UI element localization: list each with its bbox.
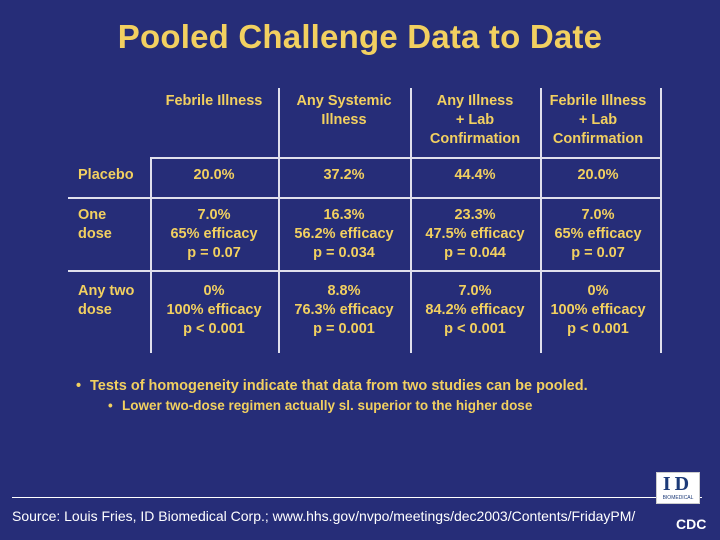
column-header-line: + Lab (455, 112, 495, 128)
table-cell: 37.2% (280, 166, 408, 185)
row-label-line: Placebo (78, 167, 134, 183)
table-cell: 23.3% 47.5% efficacy p = 0.044 (411, 206, 539, 263)
table-cell-line: p = 0.034 (313, 245, 375, 261)
table-cell: 7.0% 65% efficacy p = 0.07 (534, 206, 662, 263)
column-header-line: Febrile Illness (549, 93, 647, 109)
column-header-line: Illness (321, 112, 367, 128)
table-cell-line: 44.4% (454, 167, 496, 183)
table-cell-line: p = 0.044 (444, 245, 506, 261)
slide-title: Pooled Challenge Data to Date (117, 18, 603, 55)
table-cell-line: 7.0% (458, 283, 492, 299)
table-horizontal-line (68, 197, 660, 199)
table-cell-line: p = 0.001 (313, 321, 375, 337)
table-cell-line: 65% efficacy (554, 226, 642, 242)
table-cell-line: 23.3% (454, 207, 496, 223)
id-biomedical-logo: ID BIOMEDICAL (656, 472, 700, 504)
table-cell-line: p < 0.001 (444, 321, 506, 337)
column-header-line: Confirmation (552, 131, 644, 147)
table-cell-line: 20.0% (193, 167, 235, 183)
table-cell-line: 47.5% efficacy (425, 226, 525, 242)
table-cell-line: 100% efficacy (166, 302, 262, 318)
table-cell-line: 84.2% efficacy (425, 302, 525, 318)
column-header-line: Any Systemic (296, 93, 392, 109)
table-cell-line: 0% (587, 283, 609, 299)
cdc-logo: CDC (676, 516, 707, 532)
bullet-main: • Tests of homogeneity indicate that data… (76, 376, 588, 396)
table-cell: 7.0% 65% efficacy p = 0.07 (150, 206, 278, 263)
row-label: One dose (78, 206, 148, 244)
bullet-sub-text: Lower two-dose regimen actually sl. supe… (122, 398, 533, 413)
column-header: Any Systemic Illness (280, 92, 408, 130)
table-cell-line: p < 0.001 (183, 321, 245, 337)
logo-subtitle: BIOMEDICAL (662, 495, 694, 501)
table-vertical-line (278, 88, 280, 353)
table-cell: 8.8% 76.3% efficacy p = 0.001 (280, 282, 408, 339)
table-cell-line: p < 0.001 (567, 321, 629, 337)
table-horizontal-line (68, 270, 660, 272)
footer-rule (12, 497, 702, 498)
table-cell-line: 20.0% (577, 167, 619, 183)
table-cell-line: 37.2% (323, 167, 365, 183)
bullet-sub: • Lower two-dose regimen actually sl. sup… (76, 396, 588, 416)
table-vertical-line (150, 157, 152, 353)
table-cell-line: 7.0% (581, 207, 615, 223)
table-horizontal-line (150, 157, 660, 159)
column-header-line: + Lab (578, 112, 618, 128)
table-cell: 7.0% 84.2% efficacy p < 0.001 (411, 282, 539, 339)
column-header: Any Illness + Lab Confirmation (411, 92, 539, 149)
table-cell-line: 56.2% efficacy (294, 226, 394, 242)
row-label-line: One (78, 207, 107, 223)
bullet-dot-icon: • (108, 398, 113, 413)
table-cell-line: 65% efficacy (170, 226, 258, 242)
table-cell: 20.0% (534, 166, 662, 185)
row-label-line: dose (78, 302, 112, 318)
table-cell: 16.3% 56.2% efficacy p = 0.034 (280, 206, 408, 263)
table-cell-line: 8.8% (327, 283, 361, 299)
column-header-line: Any Illness (436, 93, 514, 109)
bullet-main-text: Tests of homogeneity indicate that data … (90, 378, 588, 394)
table-cell-line: 0% (203, 283, 225, 299)
table-vertical-line (540, 88, 542, 353)
table-cell: 0% 100% efficacy p < 0.001 (150, 282, 278, 339)
table-vertical-line (410, 88, 412, 353)
table-cell-line: 16.3% (323, 207, 365, 223)
column-header: Febrile Illness + Lab Confirmation (534, 92, 662, 149)
row-label: Placebo (78, 166, 148, 185)
table-cell-line: p = 0.07 (187, 245, 241, 261)
logo-letters: ID (662, 473, 694, 495)
table-cell: 44.4% (411, 166, 539, 185)
row-label: Any two dose (78, 282, 148, 320)
table-cell-line: p = 0.07 (571, 245, 625, 261)
column-header-line: Febrile Illness (165, 93, 263, 109)
row-label-line: dose (78, 226, 112, 242)
bullet-list: • Tests of homogeneity indicate that data… (76, 376, 588, 416)
table-cell-line: 100% efficacy (550, 302, 646, 318)
source-citation: Source: Louis Fries, ID Biomedical Corp.… (12, 508, 636, 524)
table-cell-line: 7.0% (197, 207, 231, 223)
bullet-dot-icon: • (76, 378, 82, 394)
row-label-line: Any two (78, 283, 135, 299)
table-vertical-line (660, 88, 662, 353)
column-header-line: Confirmation (429, 131, 521, 147)
table-cell: 20.0% (150, 166, 278, 185)
column-header: Febrile Illness (150, 92, 278, 111)
table-cell: 0% 100% efficacy p < 0.001 (534, 282, 662, 339)
table-cell-line: 76.3% efficacy (294, 302, 394, 318)
